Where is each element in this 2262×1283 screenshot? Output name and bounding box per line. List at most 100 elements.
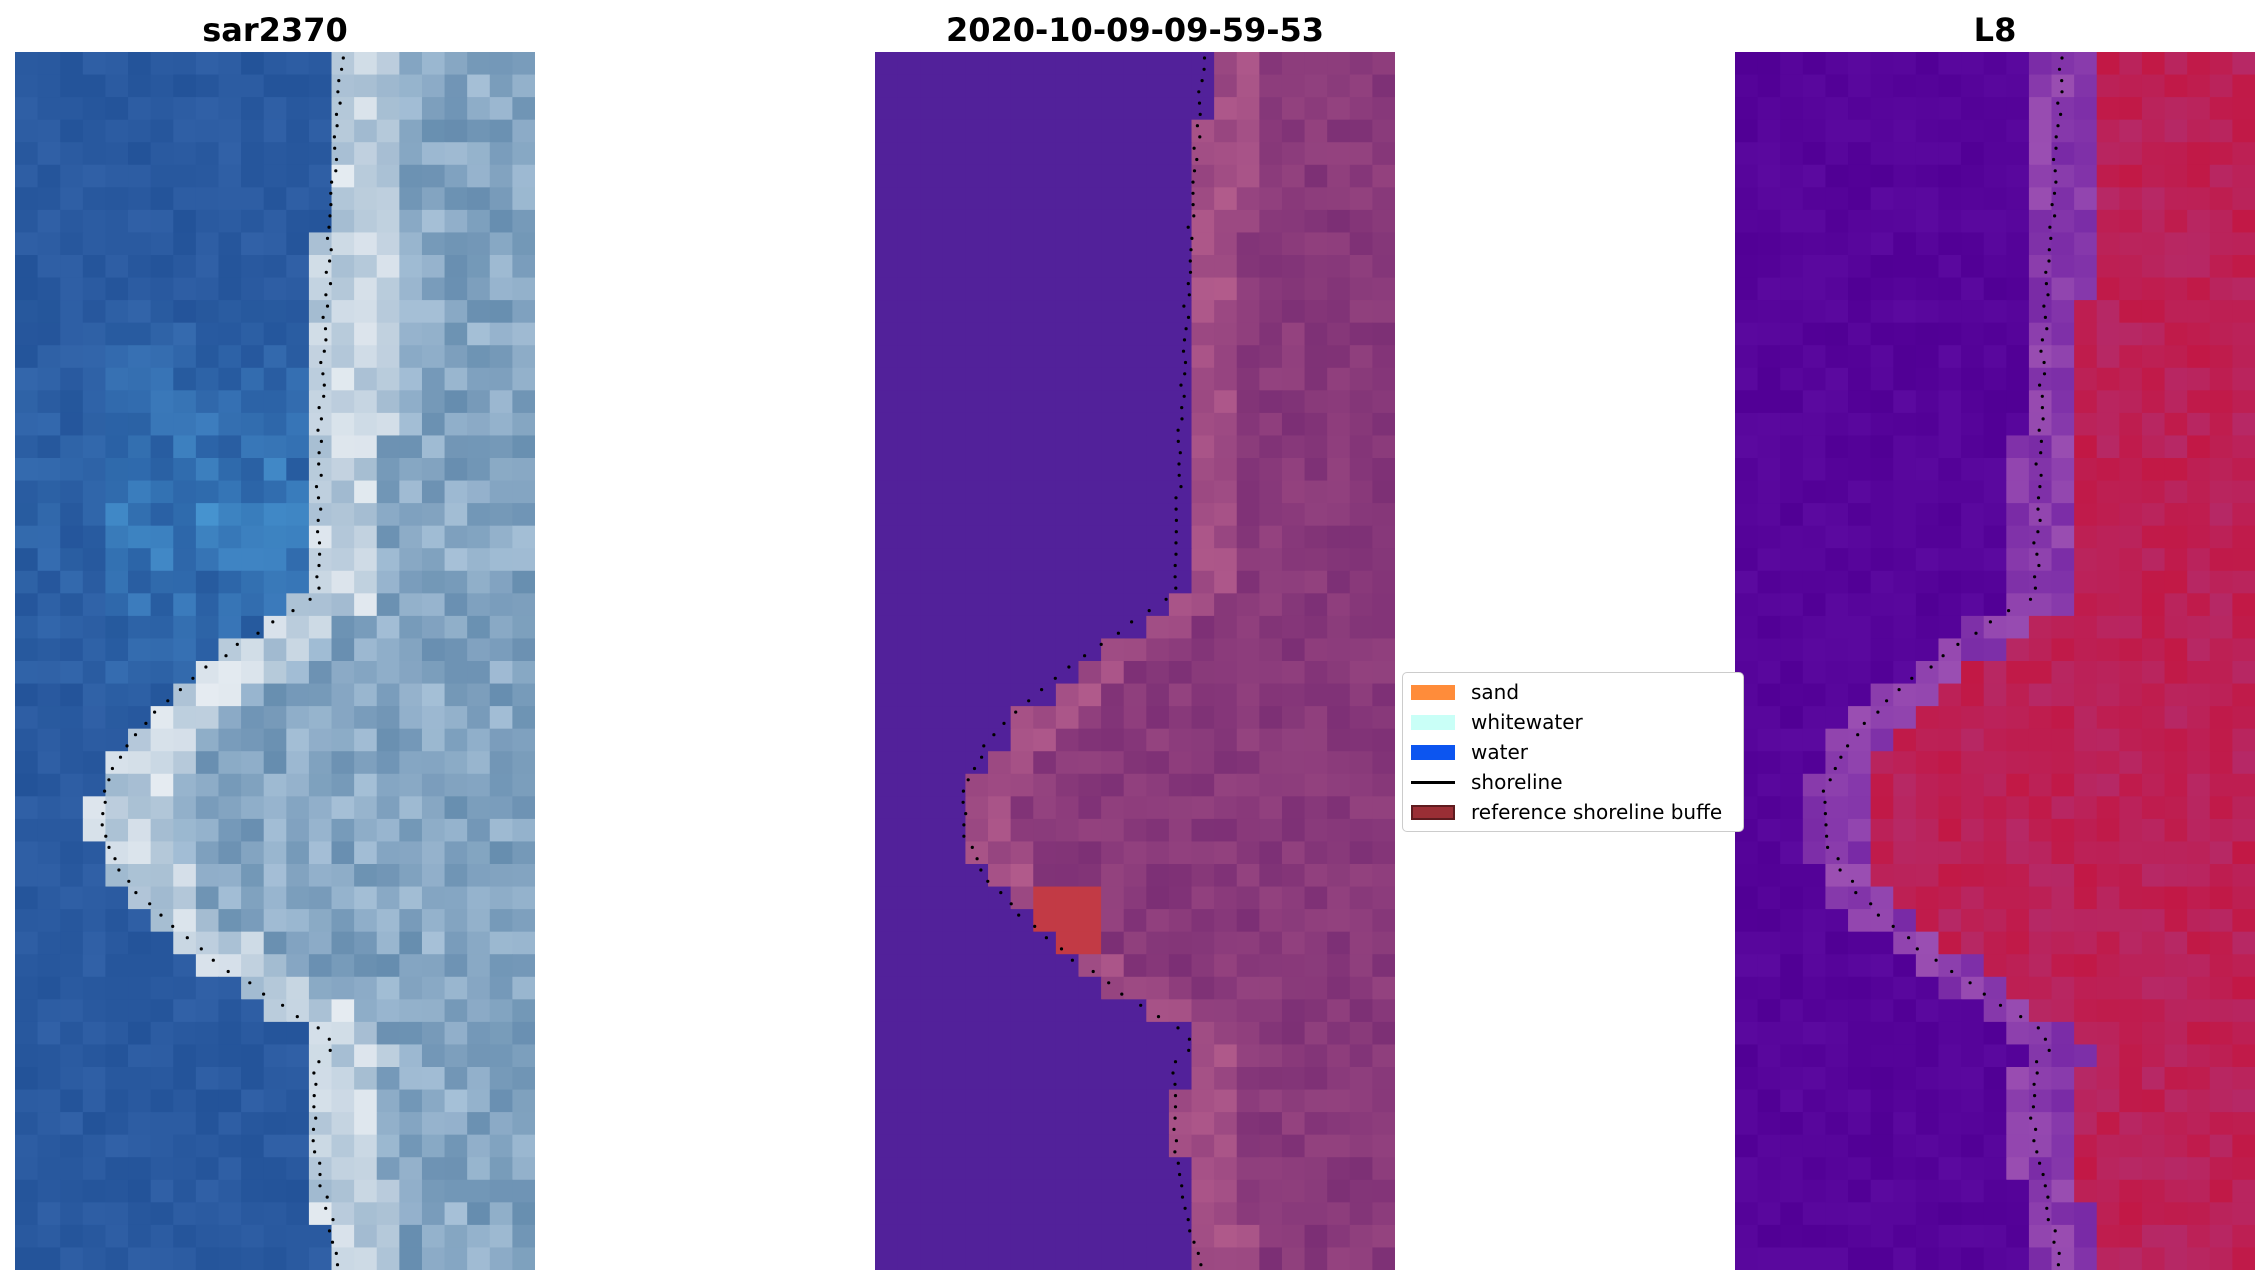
pixel-cell [1983, 1044, 2007, 1068]
pixel-cell [1327, 164, 1351, 188]
pixel-cell [1146, 593, 1170, 617]
pixel-cell [1802, 638, 1827, 662]
pixel-cell [1870, 593, 1894, 617]
pixel-cell [1735, 232, 1759, 256]
pixel-cell [920, 1021, 944, 1046]
pixel-cell [467, 1134, 491, 1158]
pixel-cell [1191, 818, 1215, 843]
pixel-cell [354, 706, 378, 730]
pixel-cell [15, 1067, 39, 1091]
pixel-cell [1825, 841, 1849, 865]
pixel-cell [331, 931, 355, 955]
pixel-cell [1961, 864, 1985, 888]
pixel-cell [1236, 232, 1260, 256]
pixel-cell [489, 706, 513, 730]
pixel-cell [1780, 796, 1804, 820]
pixel-cell [286, 322, 310, 346]
pixel-cell [2119, 1089, 2143, 1113]
pixel-cell [1078, 277, 1102, 301]
pixel-cell [1191, 864, 1215, 888]
pixel-cell [308, 142, 333, 166]
pixel-cell [2164, 142, 2188, 166]
pixel-cell [942, 1067, 967, 1091]
shoreline-point [2032, 541, 2036, 545]
pixel-cell [2164, 164, 2188, 188]
pixel-cell [1304, 322, 1328, 346]
pixel-cell [2141, 931, 2166, 955]
pixel-cell [150, 999, 174, 1023]
pixel-cell [105, 1157, 129, 1181]
pixel-cell [942, 390, 967, 414]
pixel-cell [942, 886, 967, 910]
pixel-cell [2006, 322, 2030, 346]
pixel-cell [2141, 548, 2166, 572]
pixel-cell [2074, 796, 2098, 820]
pixel-cell [308, 931, 333, 955]
pixel-cell [1236, 1021, 1260, 1046]
pixel-cell [1848, 435, 1872, 459]
pixel-cell [512, 164, 535, 188]
pixel-cell [1735, 277, 1759, 301]
pixel-cell [444, 1202, 468, 1226]
pixel-cell [421, 548, 446, 572]
pixel-cell [2164, 1224, 2188, 1249]
pixel-cell [2096, 661, 2120, 685]
shoreline-point [1188, 1229, 1192, 1233]
pixel-cell [82, 683, 107, 707]
pixel-cell [942, 1044, 967, 1068]
pixel-cell [82, 728, 107, 752]
pixel-cell [2164, 1157, 2188, 1181]
pixel-cell [1870, 1134, 1894, 1158]
pixel-cell [1101, 909, 1125, 933]
shoreline-point [1823, 812, 1827, 816]
pixel-cell [1757, 909, 1781, 933]
pixel-cell [1915, 412, 1940, 437]
pixel-cell [399, 593, 423, 617]
pixel-cell [1327, 322, 1351, 346]
pixel-cell [2119, 209, 2143, 234]
pixel-cell [195, 458, 220, 482]
pixel-cell [2164, 683, 2188, 707]
pixel-cell [942, 52, 967, 76]
pixel-cell [2074, 97, 2098, 121]
pixel-cell [489, 1247, 513, 1270]
pixel-cell [1055, 119, 1080, 143]
pixel-cell [2051, 548, 2075, 572]
pixel-cell [1915, 706, 1940, 730]
pixel-cell [1033, 119, 1057, 143]
pixel-cell [1168, 931, 1193, 955]
pixel-cell [2096, 751, 2120, 775]
pixel-cell [1757, 52, 1781, 76]
pixel-cell [308, 1157, 333, 1181]
pixel-cell [1735, 954, 1759, 978]
pixel-cell [1146, 976, 1170, 1000]
shoreline-point [1002, 721, 1006, 726]
pixel-cell [218, 1112, 242, 1136]
pixel-cell [2006, 706, 2030, 730]
pixel-cell [444, 638, 468, 662]
pixel-cell [218, 1157, 242, 1181]
pixel-cell [1893, 435, 1917, 459]
pixel-cell [1938, 661, 1962, 685]
pixel-cell [105, 1044, 129, 1068]
pixel-cell [1983, 886, 2007, 910]
pixel-cell [308, 976, 333, 1000]
shoreline-point [2045, 1206, 2049, 1210]
pixel-cell [1938, 886, 1962, 910]
pixel-cell [286, 1202, 310, 1226]
shoreline-point [1182, 304, 1186, 308]
pixel-cell [2164, 1021, 2188, 1046]
pixel-cell [1259, 818, 1283, 843]
shoreline-point [2053, 1229, 2057, 1233]
pixel-cell [60, 751, 84, 775]
pixel-cell [60, 187, 84, 211]
shoreline-point [329, 191, 333, 195]
pixel-cell [1146, 1202, 1170, 1226]
pixel-cell [1802, 367, 1827, 391]
pixel-cell [1893, 52, 1917, 76]
pixel-cell [1123, 548, 1147, 572]
pixel-cell [1893, 751, 1917, 775]
shoreline-point [1179, 485, 1183, 489]
pixel-cell [2028, 119, 2053, 143]
pixel-cell [1349, 412, 1373, 437]
